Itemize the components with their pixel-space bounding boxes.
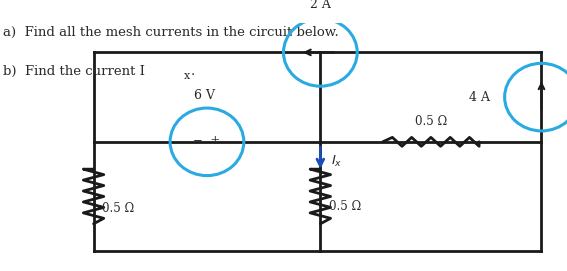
Text: a)  Find all the mesh currents in the circuit below.: a) Find all the mesh currents in the cir… bbox=[3, 26, 338, 39]
Text: $I_x$: $I_x$ bbox=[331, 154, 342, 169]
Text: 6 V: 6 V bbox=[193, 89, 215, 102]
Text: 0.5 Ω: 0.5 Ω bbox=[329, 200, 361, 213]
Text: 0.5 Ω: 0.5 Ω bbox=[415, 115, 447, 128]
Text: 4 A: 4 A bbox=[469, 91, 490, 104]
Text: .: . bbox=[191, 65, 195, 78]
Text: 2 A: 2 A bbox=[310, 0, 331, 11]
Text: −  +: − + bbox=[193, 134, 221, 147]
Text: x: x bbox=[184, 71, 191, 81]
Text: b)  Find the current I: b) Find the current I bbox=[3, 65, 145, 78]
Text: 0.5 Ω: 0.5 Ω bbox=[102, 202, 134, 215]
